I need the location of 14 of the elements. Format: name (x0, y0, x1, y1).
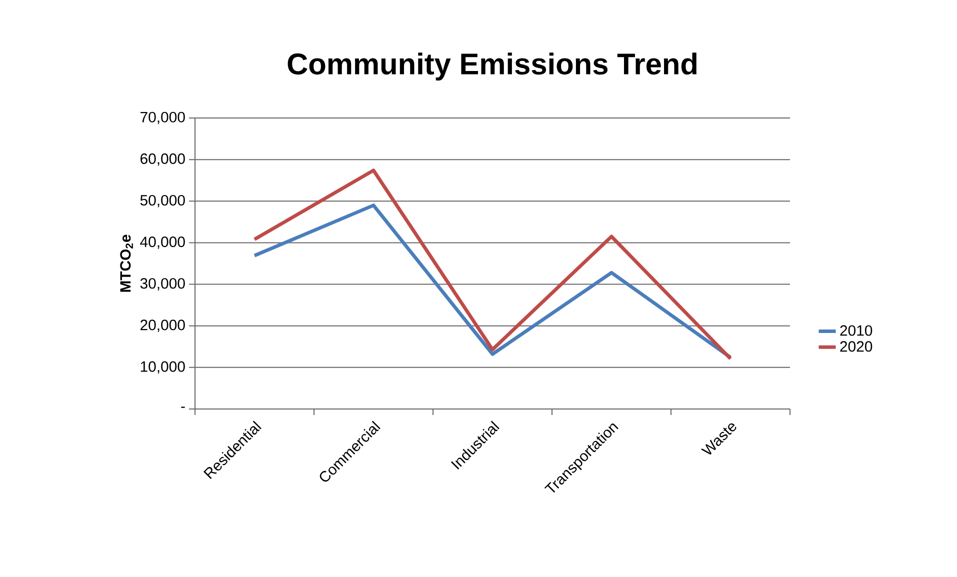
y-tick-label: 20,000 (140, 320, 185, 332)
legend-label: 2010 (840, 325, 872, 336)
y-axis-title: MTCO$_{2}$e (120, 234, 133, 292)
line-series (252, 204, 732, 360)
y-tick-label: 50,000 (140, 194, 185, 208)
y-tick-label: 70,000 (140, 112, 185, 124)
y-tick-label: - (181, 406, 185, 408)
chart-title: Community Emissions Trend (288, 52, 696, 80)
legend-label: 2020 (840, 341, 872, 352)
y-tick-label: 10,000 (140, 361, 185, 374)
line-series (252, 168, 732, 360)
y-tick-label: 60,000 (140, 153, 185, 166)
y-tick-label: 30,000 (140, 278, 185, 290)
y-tick-label: 40,000 (140, 236, 185, 249)
